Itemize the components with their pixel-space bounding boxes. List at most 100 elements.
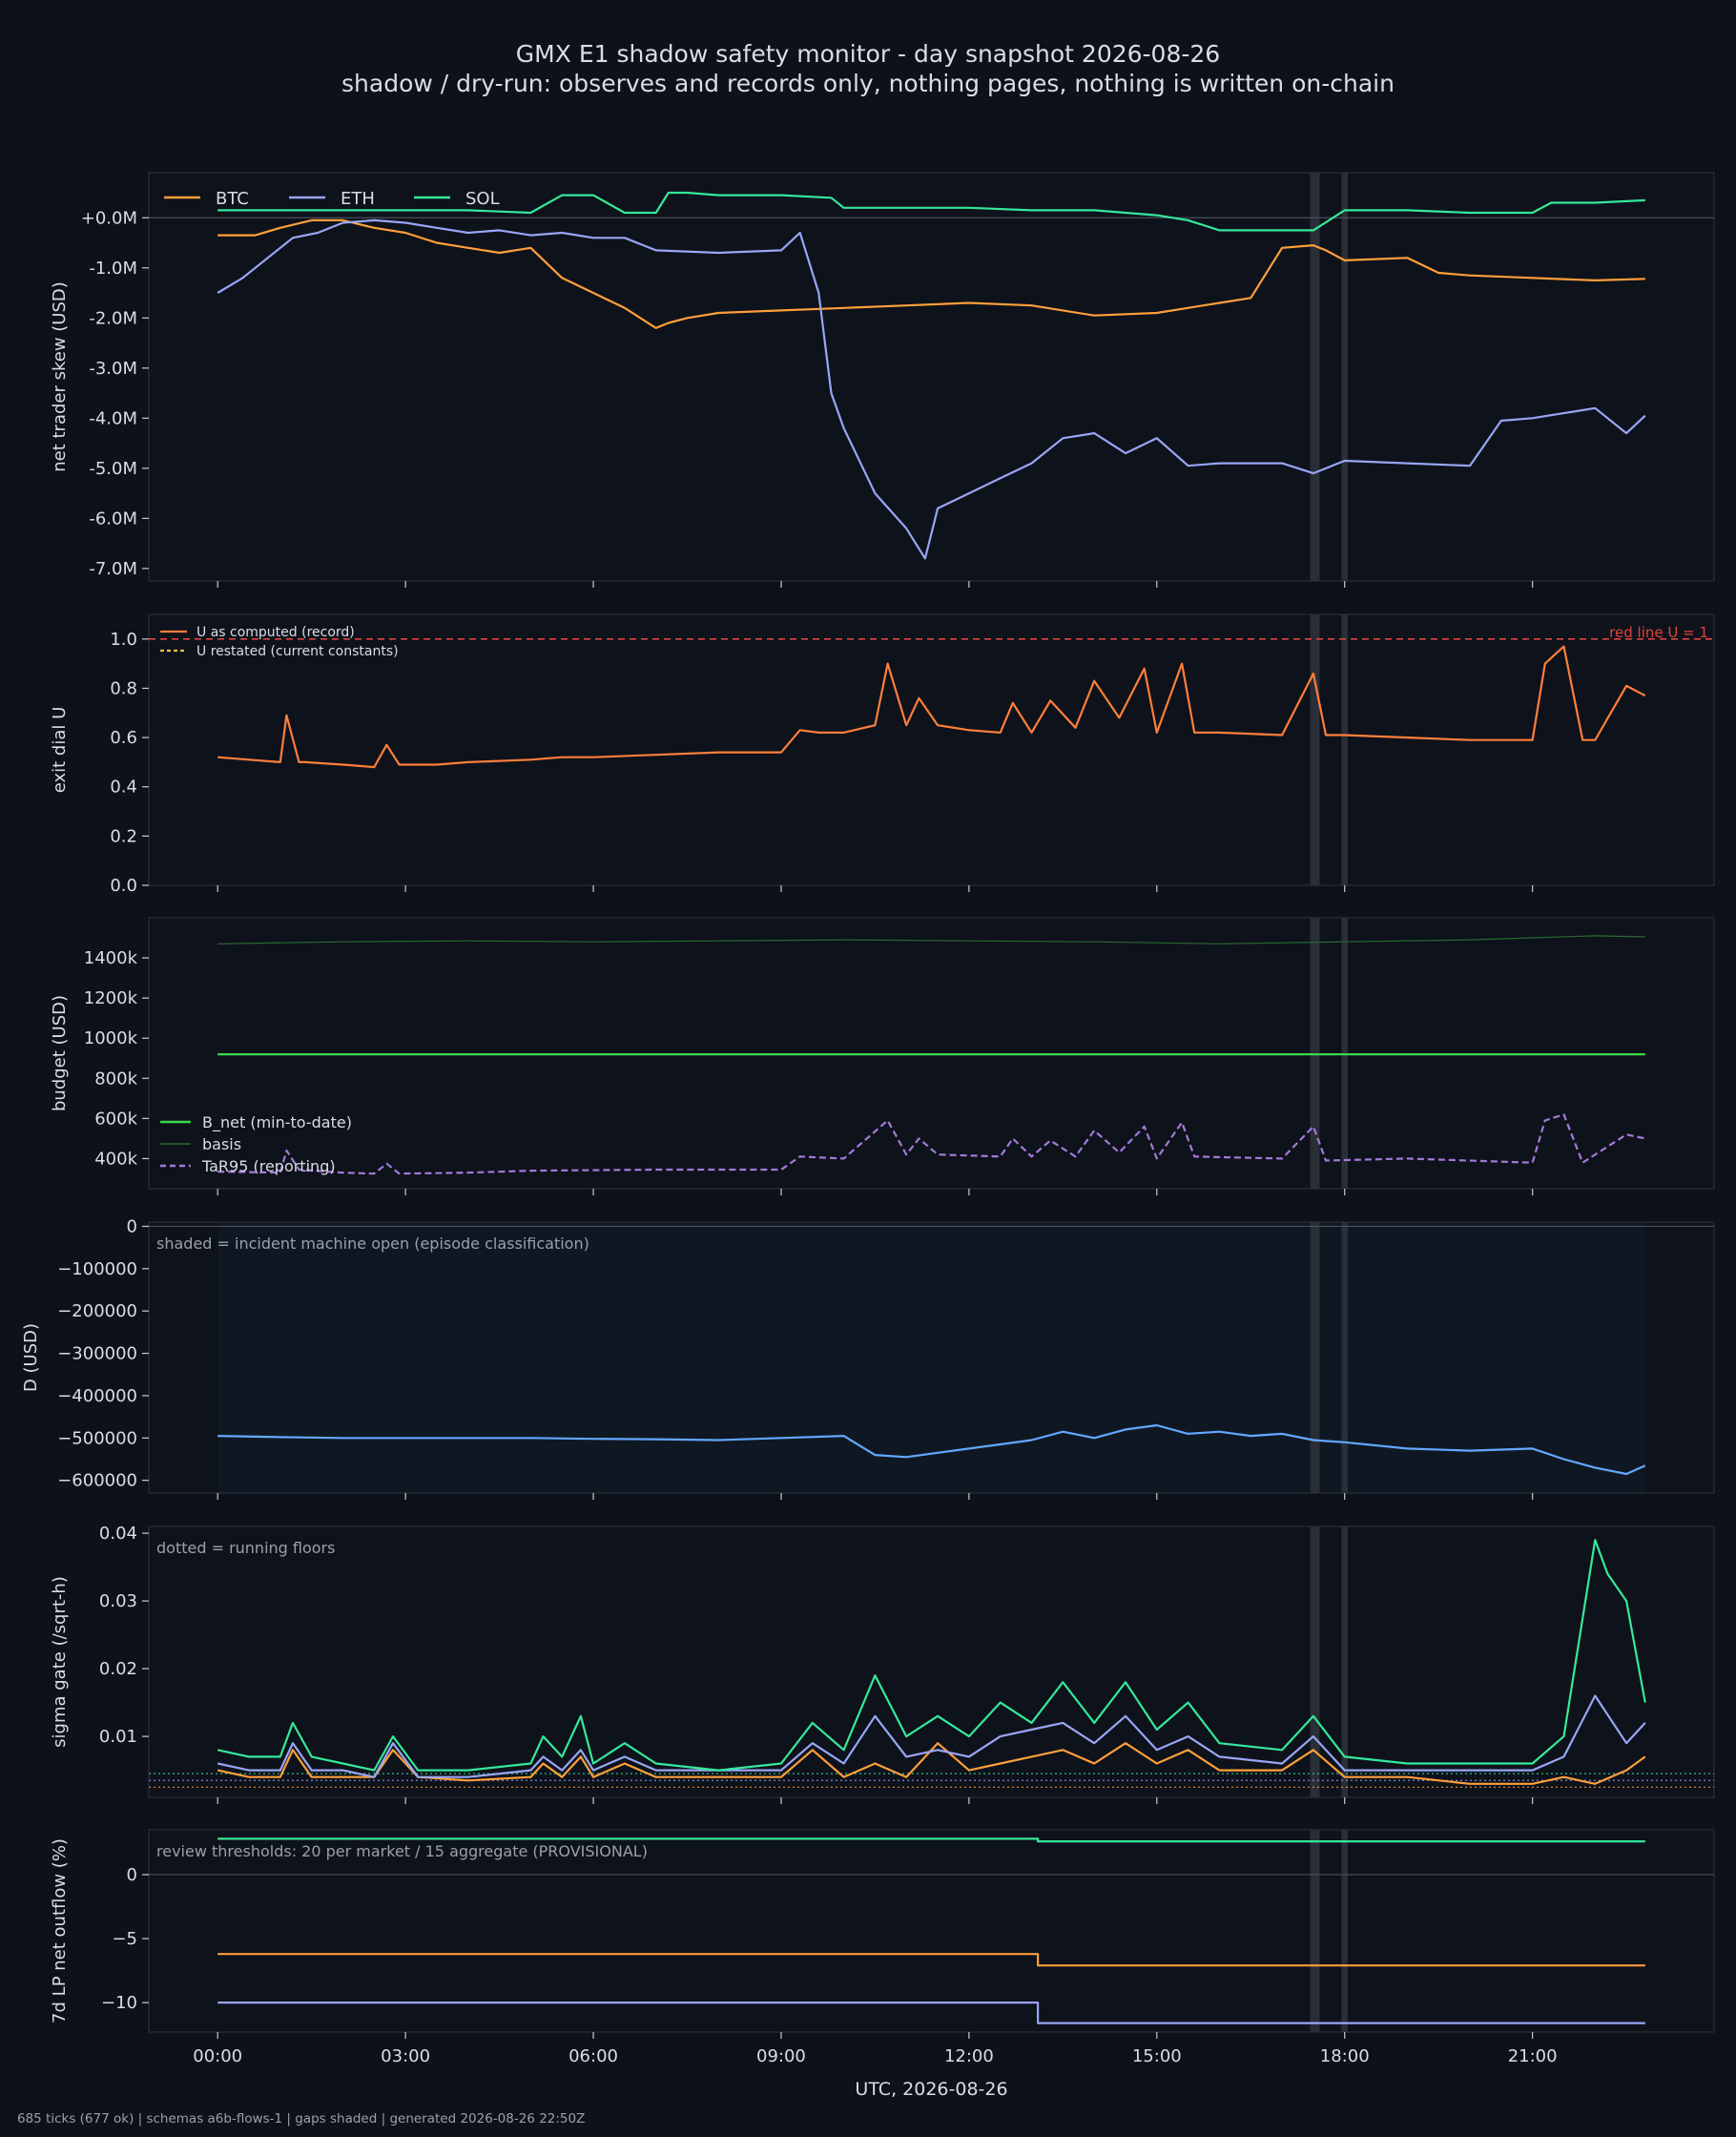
y-tick-label: 400k xyxy=(94,1149,137,1169)
panel-annotation: shaded = incident machine open (episode … xyxy=(156,1234,589,1253)
y-tick-label: -5.0M xyxy=(89,459,137,479)
x-tick-label: 03:00 xyxy=(381,2046,430,2066)
gap-shade xyxy=(1310,614,1320,885)
x-axis-label: UTC, 2026-08-26 xyxy=(855,2079,1007,2100)
panel-sigma: 0.01 0.02 0.03 0.04 sigma gate (/sqrt-h) dott… xyxy=(50,1524,1715,1804)
legend-label: U as computed (record) xyxy=(196,625,355,640)
y-tick-label: −600000 xyxy=(57,1471,137,1491)
y-tick-label: −500000 xyxy=(57,1428,137,1448)
series-line-sol xyxy=(217,1837,1645,1843)
x-tick-label: 06:00 xyxy=(568,2046,618,2066)
legend-label: B_net (min-to-date) xyxy=(202,1113,352,1132)
x-tick-label: 21:00 xyxy=(1508,2046,1558,2066)
plot-frame xyxy=(148,917,1715,1190)
panel-budget: 400k 600k 800k 1000k 1200k 1400k budget (USD) B… xyxy=(50,917,1715,1195)
y-tick-label: -2.0M xyxy=(89,308,137,328)
series-line-eth xyxy=(217,2002,1645,2024)
y-tick-label: -6.0M xyxy=(89,508,137,529)
y-tick-label: −300000 xyxy=(57,1344,137,1364)
gap-shade xyxy=(1310,1526,1320,1797)
series-line-sol xyxy=(217,191,1645,232)
plot-frame xyxy=(148,1829,1715,2033)
y-tick-label: -1.0M xyxy=(89,259,137,279)
y-tick-label: 0 xyxy=(127,1216,137,1236)
y-tick-label: 0.02 xyxy=(99,1659,137,1679)
series-line-eth xyxy=(217,1694,1646,1778)
gap-shade xyxy=(1310,173,1320,581)
legend-label: BTC xyxy=(216,189,249,209)
y-tick-label: 0.03 xyxy=(99,1591,137,1611)
y-tick-label: −5 xyxy=(112,1929,137,1949)
plot-frame xyxy=(148,172,1715,582)
y-axis-label: 7d LP net outflow (%) xyxy=(50,1838,70,2023)
x-tick-label: 18:00 xyxy=(1320,2046,1370,2066)
figure-subtitle: shadow / dry-run: observes and records o… xyxy=(341,70,1395,97)
plot-frame xyxy=(148,1525,1715,1798)
gap-shade xyxy=(1310,1830,1320,2032)
plot-area xyxy=(149,1526,1714,1797)
y-tick-label: 0.0 xyxy=(110,876,137,896)
panel-annotation: dotted = running floors xyxy=(156,1539,335,1557)
figure-title: GMX E1 shadow safety monitor - day snaps… xyxy=(515,40,1221,68)
panel-d: 0 −100000 −200000 −300000 −400000 −500000 −600… xyxy=(21,1216,1715,1500)
series-line-tar95-reporting- xyxy=(217,1113,1646,1175)
gap-shade xyxy=(1310,1222,1320,1493)
x-tick-label: 12:00 xyxy=(944,2046,994,2066)
series-line-sol xyxy=(217,1539,1646,1772)
gap-shade xyxy=(1341,173,1349,581)
y-axis-label: sigma gate (/sqrt-h) xyxy=(50,1576,70,1748)
y-axis-label: exit dial U xyxy=(50,707,70,794)
legend-label: basis xyxy=(202,1135,241,1153)
x-tick-label: 15:00 xyxy=(1132,2046,1182,2066)
gap-shade xyxy=(1341,1222,1349,1493)
panel-annotation: review thresholds: 20 per market / 15 ag… xyxy=(156,1842,648,1860)
y-tick-label: −200000 xyxy=(57,1301,137,1321)
legend-label: TaR95 (reporting) xyxy=(201,1157,336,1175)
y-tick-label: -3.0M xyxy=(89,359,137,379)
footer-status: 685 ticks (677 ok) | schemas a6b-flows-1… xyxy=(17,2111,586,2127)
panel-lp_outflow: 0 −5 −10 7d LP net outflow (%) review thresh… xyxy=(50,1829,1715,2039)
y-tick-label: 0.4 xyxy=(110,778,137,798)
x-tick-label: 00:00 xyxy=(193,2046,242,2066)
gap-shade xyxy=(1341,614,1349,885)
y-tick-label: 0.8 xyxy=(110,678,137,698)
y-axis-label: budget (USD) xyxy=(50,995,70,1111)
legend-label: ETH xyxy=(341,189,375,209)
y-tick-label: 1200k xyxy=(84,988,138,1008)
y-tick-label: -4.0M xyxy=(89,408,137,428)
plot-frame xyxy=(148,613,1715,886)
y-tick-label: 800k xyxy=(94,1068,137,1089)
panel-skew: +0.0M -1.0M -2.0M -3.0M -4.0M -5.0M -6.0M -7.0M… xyxy=(50,172,1715,588)
y-tick-label: 0.6 xyxy=(110,728,137,748)
y-axis-label: D (USD) xyxy=(21,1323,41,1392)
gap-shade xyxy=(1341,1830,1349,2032)
series-line-eth xyxy=(217,218,1646,560)
y-tick-label: −100000 xyxy=(57,1259,137,1279)
series-line-btc xyxy=(217,218,1645,329)
series-line-btc xyxy=(217,1953,1645,1967)
incident-shade xyxy=(217,1222,1645,1493)
panel-exit_dial: 0.0 0.2 0.4 0.6 0.8 1.0 exit dial U red line U … xyxy=(50,613,1715,896)
y-axis-label: net trader skew (USD) xyxy=(50,281,70,472)
series-line-basis xyxy=(217,935,1645,944)
y-tick-label: +0.0M xyxy=(81,208,137,228)
y-tick-label: 0.04 xyxy=(99,1524,137,1544)
y-tick-label: 0.2 xyxy=(110,826,137,846)
legend-label: U restated (current constants) xyxy=(196,644,399,659)
series-line-u-as-computed-record- xyxy=(217,645,1646,769)
red-line-label: red line U = 1 xyxy=(1609,624,1708,641)
plot-area xyxy=(149,173,1714,581)
x-tick-label: 09:00 xyxy=(756,2046,806,2066)
y-tick-label: 1.0 xyxy=(110,630,137,650)
gap-shade xyxy=(1341,1526,1349,1797)
y-tick-label: -7.0M xyxy=(89,559,137,579)
y-tick-label: −10 xyxy=(101,1993,137,2013)
plot-area xyxy=(149,614,1714,885)
y-tick-label: 600k xyxy=(94,1109,137,1129)
plot-area xyxy=(149,1830,1714,2032)
y-tick-label: −400000 xyxy=(57,1386,137,1406)
y-tick-label: 0.01 xyxy=(99,1727,137,1747)
y-tick-label: 1400k xyxy=(84,948,138,968)
